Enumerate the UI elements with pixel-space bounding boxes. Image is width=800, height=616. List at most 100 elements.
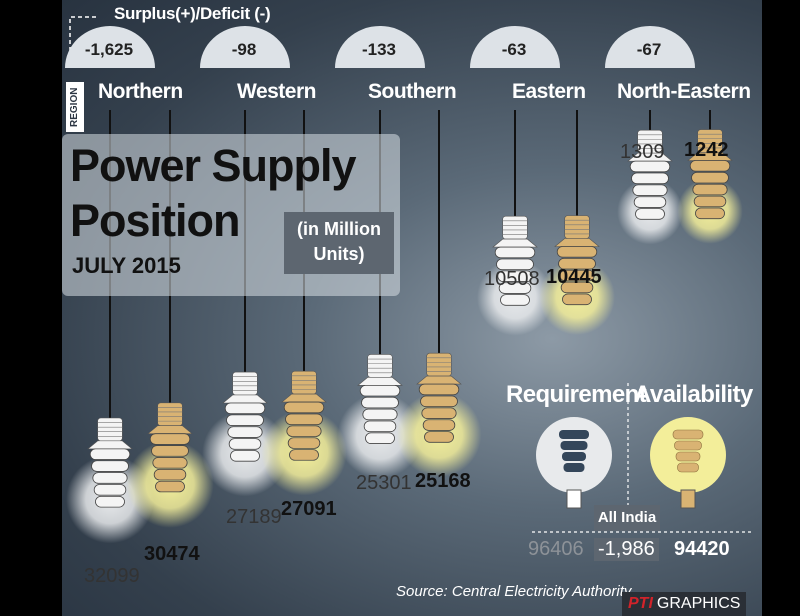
coil-turn (692, 183, 728, 196)
coil-turn (420, 395, 458, 408)
requirement-value-western: 27189 (226, 506, 282, 528)
coil-turn (633, 196, 667, 208)
title-date: JULY 2015 (72, 253, 181, 278)
deficit-western: -98 (231, 40, 257, 59)
coil-turn (153, 468, 187, 481)
region-western: Western (237, 80, 316, 103)
deficit-dome-1 (200, 26, 290, 68)
coil-turn (498, 282, 532, 294)
requirement-value-north-eastern: 1309 (620, 141, 665, 163)
bulb-neck (147, 425, 193, 434)
bulb-base (232, 371, 258, 396)
coil-turn (289, 449, 319, 461)
coil-turn (562, 293, 592, 306)
legend-requirement-coil (563, 463, 585, 472)
legend-availability-coil (677, 462, 699, 473)
bulb-base (157, 402, 183, 426)
coil-turn (494, 246, 536, 259)
legend-requirement: Requirement (506, 381, 647, 408)
legend-requirement-coil (562, 452, 586, 461)
deficit-northern: -1,625 (84, 40, 134, 59)
coil-turn (230, 450, 260, 462)
all-india-badge: All India (594, 505, 660, 531)
legend-availability-coil (672, 429, 704, 440)
coil-turn (228, 438, 262, 450)
coil-turn (365, 432, 395, 444)
coil-turn (632, 184, 668, 196)
infographic: Surplus(+)/Deficit (-) REGION -1,625 -98… (62, 0, 762, 616)
credit-badge: PTI GRAPHICS (622, 592, 747, 616)
all-india-deficit: -1,986 (594, 538, 659, 561)
bulb-neck (87, 440, 133, 450)
deficit-dome-0 (65, 26, 155, 68)
bulb-base (291, 370, 317, 395)
bulb-neck (222, 394, 268, 404)
pti-logo: PTI (628, 595, 653, 612)
coil-turn (693, 195, 727, 208)
legend-requirement-coil (560, 441, 588, 450)
availability-bulb-2 (396, 110, 482, 477)
coil-turn (155, 480, 185, 493)
region-label: REGION (66, 82, 84, 132)
coil-turn (629, 160, 671, 173)
coil-turn (359, 384, 401, 397)
coil-turn (283, 401, 325, 414)
availability-value-western: 27091 (281, 498, 337, 520)
legend-availability-coil (675, 451, 701, 462)
coil-turn (418, 383, 460, 396)
availability-value-eastern: 10445 (546, 266, 602, 288)
coil-turn (556, 246, 598, 258)
legend-availability-base (680, 489, 696, 509)
bulb-neck (492, 238, 538, 248)
bulb-neck (416, 375, 462, 385)
bulb-neck (357, 377, 403, 386)
coil-turn (93, 484, 127, 496)
coil-turn (631, 172, 669, 185)
bulb-neck (627, 152, 673, 162)
coil-turn (424, 431, 454, 443)
coil-turn (285, 413, 323, 426)
coil-turn (496, 258, 534, 271)
coil-turn (560, 281, 594, 294)
coil-turn (151, 445, 189, 457)
region-northern: Northern (98, 80, 183, 103)
legend-availability-coil (674, 440, 702, 451)
coil-turn (422, 419, 456, 431)
deficit-southern: -133 (361, 40, 397, 59)
region-eastern: Eastern (512, 80, 586, 103)
coil-turn (558, 257, 596, 270)
coil-turn (559, 269, 595, 282)
coil-turn (363, 420, 397, 433)
coil-turn (92, 472, 128, 484)
source-note: Source: Central Electricity Authority (396, 583, 632, 600)
bulb-neck (554, 238, 600, 247)
coil-turn (224, 402, 266, 415)
all-india-availability: 94420 (674, 538, 730, 560)
legend-requirement-coil (559, 430, 589, 439)
region-north-eastern: North-Eastern (617, 80, 751, 103)
bulb-neck (687, 152, 733, 161)
coil-turn (149, 433, 191, 445)
bulb-neck (281, 393, 327, 403)
credit-text: GRAPHICS (656, 595, 741, 612)
requirement-bulb-3 (476, 110, 554, 336)
deficit-dome-2 (335, 26, 425, 68)
bulb-base (367, 354, 393, 378)
coil-turn (689, 160, 731, 172)
coil-turn (152, 457, 188, 469)
surplus-deficit-label: Surplus(+)/Deficit (-) (114, 4, 271, 23)
requirement-value-eastern: 10508 (484, 268, 540, 290)
units-line2: Units) (313, 244, 365, 264)
deficit-dome-4 (605, 26, 695, 68)
availability-bulb-3 (539, 110, 615, 335)
availability-value-southern: 25168 (415, 470, 471, 492)
coil-turn (362, 408, 398, 421)
coil-turn (287, 437, 321, 449)
coil-turn (89, 448, 131, 460)
deficit-north-eastern: -67 (636, 40, 662, 59)
coil-turn (635, 208, 665, 220)
availability-bulb-4 (677, 110, 743, 244)
title-line1: Power Supply (70, 140, 357, 191)
deficit-dome-3 (470, 26, 560, 68)
coil-turn (695, 207, 725, 220)
